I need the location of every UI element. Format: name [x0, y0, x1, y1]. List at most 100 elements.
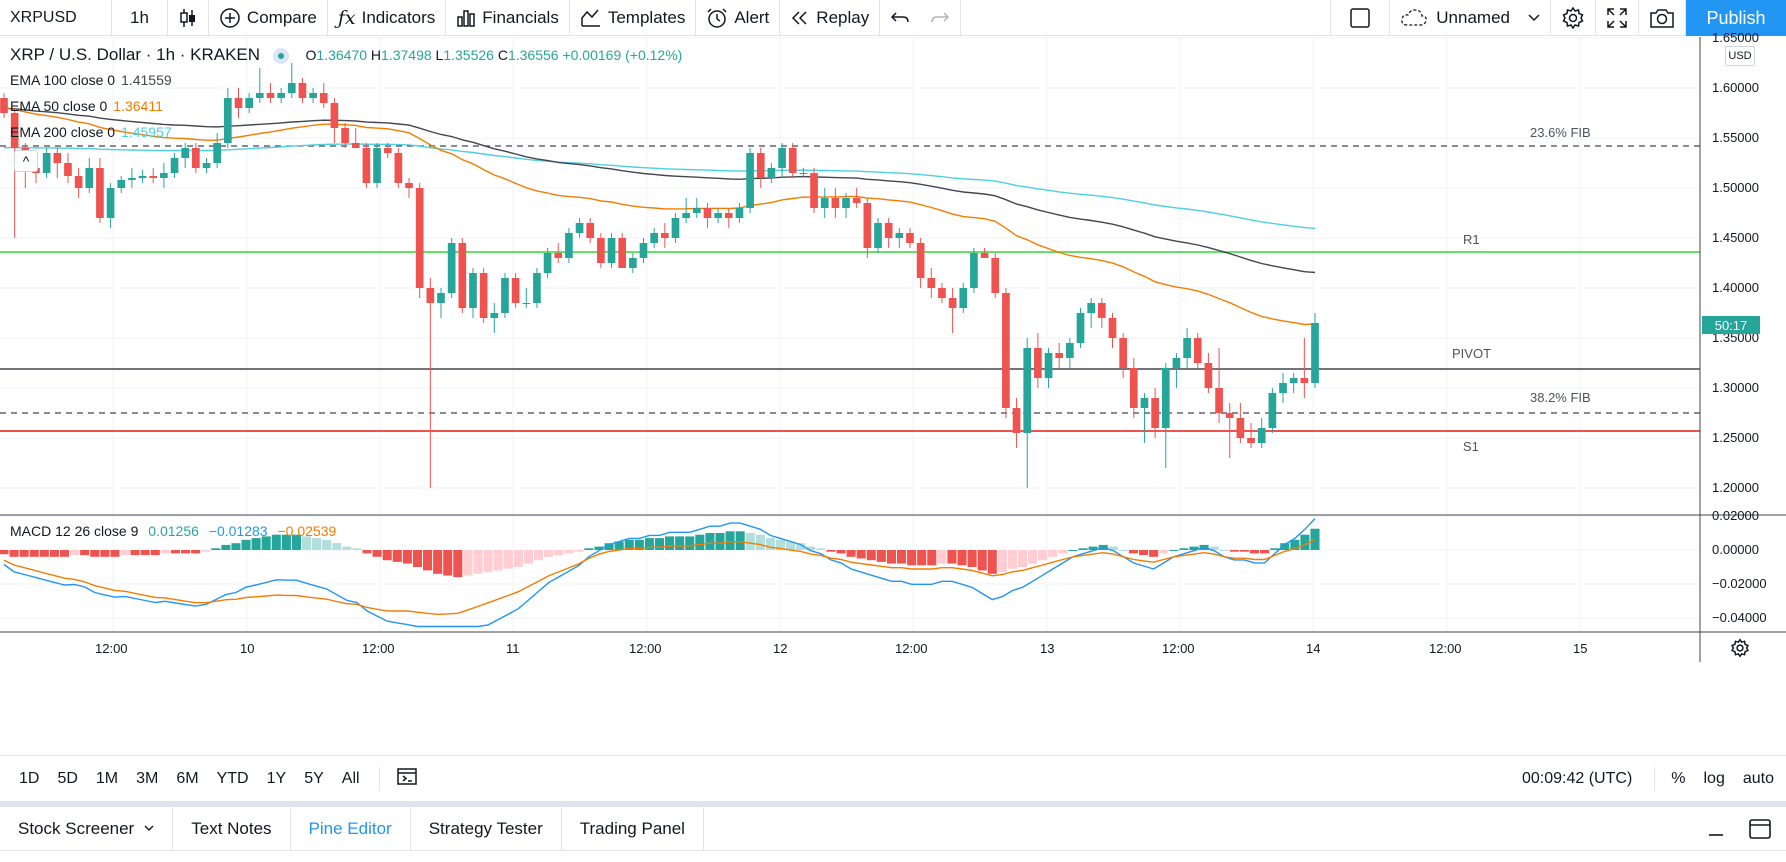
candle-up — [1087, 303, 1096, 313]
auto-toggle[interactable]: auto — [1742, 770, 1774, 787]
candle-down — [948, 298, 957, 308]
camera-icon — [1650, 9, 1674, 28]
macd-histogram-bar — [503, 550, 513, 569]
replay-button[interactable]: Replay — [780, 0, 881, 36]
macd-histogram-bar — [1078, 548, 1088, 550]
candle-up — [1268, 393, 1277, 428]
percent-toggle[interactable]: % — [1671, 770, 1686, 787]
close-value: 1.36556 — [507, 47, 559, 63]
candle-down — [884, 223, 893, 238]
r1-label: R1 — [1463, 232, 1480, 247]
candle-up — [682, 213, 690, 218]
macd-histogram-bar — [826, 550, 836, 552]
range-3m[interactable]: 3M — [136, 769, 159, 787]
macd-histogram-bar — [564, 550, 574, 554]
candle-down — [192, 148, 200, 168]
tab-pine-editor-label: Pine Editor — [308, 818, 392, 838]
maximize-panel-button[interactable] — [1748, 818, 1772, 845]
candle-up — [106, 188, 115, 218]
financials-button[interactable]: Financials — [446, 0, 570, 36]
log-toggle[interactable]: log — [1703, 770, 1725, 787]
tab-trading-panel[interactable]: Trading Panel — [562, 806, 704, 851]
range-ytd[interactable]: YTD — [216, 769, 249, 787]
macd-histogram-bar — [997, 550, 1007, 573]
candle-down — [1002, 293, 1010, 408]
symbol-search-button[interactable]: XRPUSD — [0, 0, 112, 36]
tab-pine-editor[interactable]: Pine Editor — [291, 806, 411, 851]
redo-button[interactable] — [920, 0, 962, 36]
chart-type-button[interactable] — [168, 0, 209, 36]
macd-histogram-bar — [1128, 550, 1139, 554]
indicators-label: Indicators — [361, 7, 436, 27]
select-layout-checkbox[interactable] — [1330, 0, 1391, 36]
expand-icon — [1607, 8, 1627, 28]
macd-histogram-bar — [1159, 550, 1169, 554]
high-value: 1.37498 — [381, 47, 432, 63]
collapse-legend-button[interactable]: ^ — [14, 150, 38, 172]
ema200-legend[interactable]: EMA 200 close 0 1.45957 — [10, 124, 172, 140]
time-tick: 12:00 — [95, 641, 128, 656]
ema50-legend[interactable]: EMA 50 close 0 1.36411 — [10, 98, 163, 114]
range-1m[interactable]: 1M — [95, 769, 119, 787]
chevron-down-icon — [1528, 14, 1540, 22]
templates-button[interactable]: Templates — [570, 0, 697, 36]
macd-histogram-bar — [463, 550, 473, 576]
macd-histogram-bar — [312, 538, 322, 550]
ema100-line — [3, 107, 1316, 274]
tab-stock-screener[interactable]: Stock Screener — [0, 806, 174, 851]
maximize-icon — [1749, 819, 1771, 839]
settings-button[interactable] — [1551, 0, 1596, 36]
utc-clock[interactable]: 00:09:42 (UTC) — [1522, 770, 1633, 787]
indicators-button[interactable]: ƒx Indicators — [328, 0, 447, 36]
clock-divider — [1654, 767, 1656, 791]
tab-strategy-tester[interactable]: Strategy Tester — [411, 806, 562, 851]
publish-button[interactable]: Publish — [1686, 0, 1786, 36]
compare-button[interactable]: Compare — [209, 0, 328, 36]
fullscreen-button[interactable] — [1596, 0, 1639, 36]
interval-button[interactable]: 1h — [112, 0, 168, 36]
macd-histogram-bar — [665, 536, 675, 550]
range-1d[interactable]: 1D — [19, 769, 40, 787]
chart-area[interactable]: XRP / U.S. Dollar · 1h · KRAKEN O1.36470… — [0, 30, 1786, 753]
rewind-icon — [792, 10, 807, 25]
candle-down — [831, 198, 840, 208]
macd-histogram-bar — [1260, 550, 1270, 554]
undo-button[interactable] — [880, 0, 920, 36]
currency-badge[interactable]: USD — [1725, 46, 1755, 66]
horizontal-levels — [0, 145, 1700, 432]
candle-up — [181, 148, 190, 158]
candle-up — [1172, 358, 1181, 368]
snapshot-button[interactable] — [1639, 0, 1686, 36]
range-6m[interactable]: 6M — [176, 769, 199, 787]
tab-text-notes[interactable]: Text Notes — [173, 806, 291, 851]
ema100-legend[interactable]: EMA 100 close 0 1.41559 — [10, 72, 172, 88]
minimize-panel-button[interactable] — [1706, 819, 1726, 844]
candle-down — [405, 183, 413, 188]
macd-histogram-bar — [120, 550, 130, 556]
macd-histogram-bar — [1290, 539, 1300, 550]
macd-histogram-bar — [594, 546, 604, 550]
countdown-price-tag: 50:17 — [1702, 316, 1760, 334]
candle-down — [1300, 378, 1309, 383]
low-value: 1.35526 — [443, 47, 494, 63]
chart-canvas[interactable] — [0, 37, 1786, 753]
layout-name-button[interactable]: Unnamed — [1390, 0, 1551, 36]
top-toolbar: XRPUSD 1h Compare ƒx Indicators Financia… — [0, 0, 1786, 36]
range-5d[interactable]: 5D — [57, 769, 78, 787]
macd-histogram-bar — [261, 536, 271, 550]
go-to-date-button[interactable] — [390, 766, 424, 791]
tab-strategy-tester-label: Strategy Tester — [428, 818, 543, 838]
macd-histogram-bar — [443, 550, 453, 576]
templates-icon — [581, 9, 600, 27]
range-1y[interactable]: 1Y — [266, 769, 287, 787]
macd-histogram-bar — [584, 548, 594, 550]
macd-legend[interactable]: MACD 12 26 close 9 0.01256 −0.01283 −0.0… — [10, 523, 336, 539]
macd-histogram-bar — [604, 543, 614, 550]
range-5y[interactable]: 5Y — [304, 769, 324, 787]
macd-histogram-bar — [1018, 550, 1028, 567]
range-all[interactable]: All — [341, 769, 360, 787]
chart-settings-button[interactable] — [1730, 638, 1750, 663]
macd-histogram-bar — [513, 550, 523, 567]
macd-histogram-bar — [29, 550, 39, 557]
alert-button[interactable]: Alert — [696, 0, 781, 36]
